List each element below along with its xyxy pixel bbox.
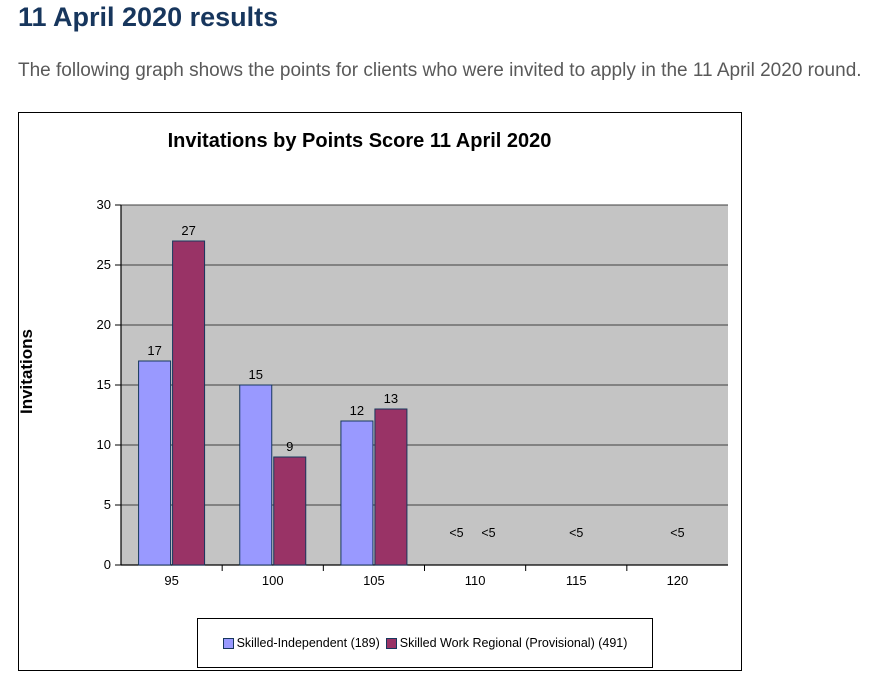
svg-text:15: 15 <box>249 367 263 382</box>
svg-text:30: 30 <box>97 197 111 212</box>
svg-text:<5: <5 <box>449 526 463 540</box>
svg-text:15: 15 <box>97 377 111 392</box>
svg-text:20: 20 <box>97 317 111 332</box>
svg-text:27: 27 <box>181 223 195 238</box>
svg-text:9: 9 <box>286 439 293 454</box>
svg-text:0: 0 <box>104 557 111 572</box>
svg-text:115: 115 <box>566 573 587 588</box>
svg-text:<5: <5 <box>670 526 684 540</box>
svg-text:13: 13 <box>384 391 398 406</box>
svg-text:5: 5 <box>104 497 111 512</box>
svg-text:105: 105 <box>363 573 385 588</box>
svg-text:95: 95 <box>164 573 178 588</box>
svg-text:110: 110 <box>465 573 486 588</box>
svg-text:100: 100 <box>262 573 284 588</box>
svg-text:10: 10 <box>97 437 111 452</box>
svg-text:<5: <5 <box>481 526 495 540</box>
svg-text:12: 12 <box>350 403 364 418</box>
svg-text:<5: <5 <box>569 526 583 540</box>
svg-text:120: 120 <box>667 573 689 588</box>
svg-text:25: 25 <box>97 257 111 272</box>
svg-text:17: 17 <box>147 343 161 358</box>
